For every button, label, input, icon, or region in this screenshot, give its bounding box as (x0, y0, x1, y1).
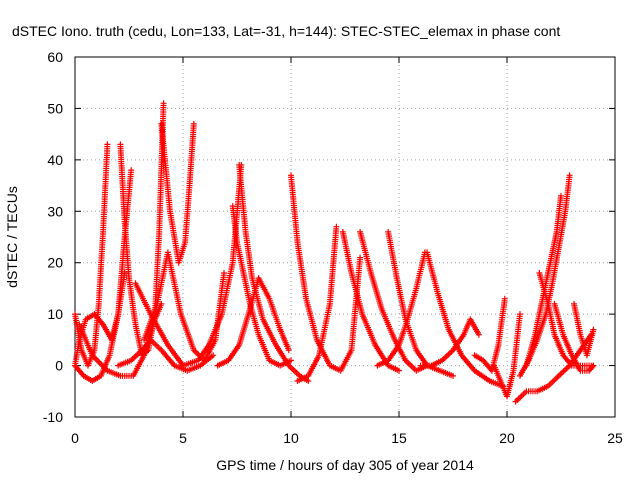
series-arc-06 (158, 120, 197, 266)
chart-title: dSTEC Iono. truth (cedu, Lon=133, Lat=-3… (12, 23, 560, 39)
data-points (141, 249, 227, 364)
x-axis-label: GPS time / hours of day 305 of year 2014 (216, 457, 474, 473)
axes: 0 5 10 15 20 25 -10 0 10 20 30 40 50 60 (43, 49, 623, 446)
y-tick-label: 30 (47, 203, 63, 219)
data-points (424, 249, 506, 390)
data-points (72, 141, 111, 369)
y-tick-label: 60 (47, 49, 63, 65)
series-arc-27 (551, 300, 597, 374)
data-points (571, 300, 597, 359)
series-arc-28 (571, 300, 597, 359)
data-points (72, 167, 135, 384)
data-points (374, 249, 428, 369)
data-points (214, 275, 292, 369)
x-tick-label: 5 (179, 430, 187, 446)
y-tick-label: 50 (47, 100, 63, 116)
y-tick-label: -10 (43, 409, 63, 425)
x-tick-label: 25 (607, 430, 623, 446)
series-arc-12 (214, 275, 292, 369)
data-points (294, 223, 340, 384)
data-points (236, 162, 312, 384)
plot-frame (74, 56, 616, 418)
data-points (357, 228, 431, 374)
y-tick-label: 0 (55, 358, 63, 374)
data-points (158, 120, 197, 266)
series-arc-20 (417, 316, 482, 369)
y-tick-label: 40 (47, 152, 63, 168)
x-tick-label: 15 (391, 430, 407, 446)
data-marks (72, 100, 597, 405)
x-tick-label: 0 (71, 430, 79, 446)
series-arc-04 (72, 167, 135, 384)
series-arc-14 (294, 223, 340, 384)
series-arc-07 (115, 336, 217, 374)
y-tick-label: 20 (47, 255, 63, 271)
data-points (417, 316, 482, 369)
y-tick-label: 10 (47, 306, 63, 322)
data-points (115, 336, 217, 374)
data-points (491, 311, 523, 400)
x-tick-label: 20 (499, 430, 515, 446)
grid (75, 57, 615, 417)
series-arc-19 (424, 249, 506, 390)
y-axis-label: dSTEC / TECUs (4, 186, 20, 288)
series-arc-22 (491, 311, 523, 400)
series-arc-08 (141, 249, 227, 364)
data-points (551, 300, 597, 374)
series-arc-01 (72, 141, 111, 369)
x-tick-label: 10 (283, 430, 299, 446)
series-arc-18 (374, 249, 428, 369)
series-arc-16 (357, 228, 431, 374)
series-arc-11 (236, 162, 312, 384)
